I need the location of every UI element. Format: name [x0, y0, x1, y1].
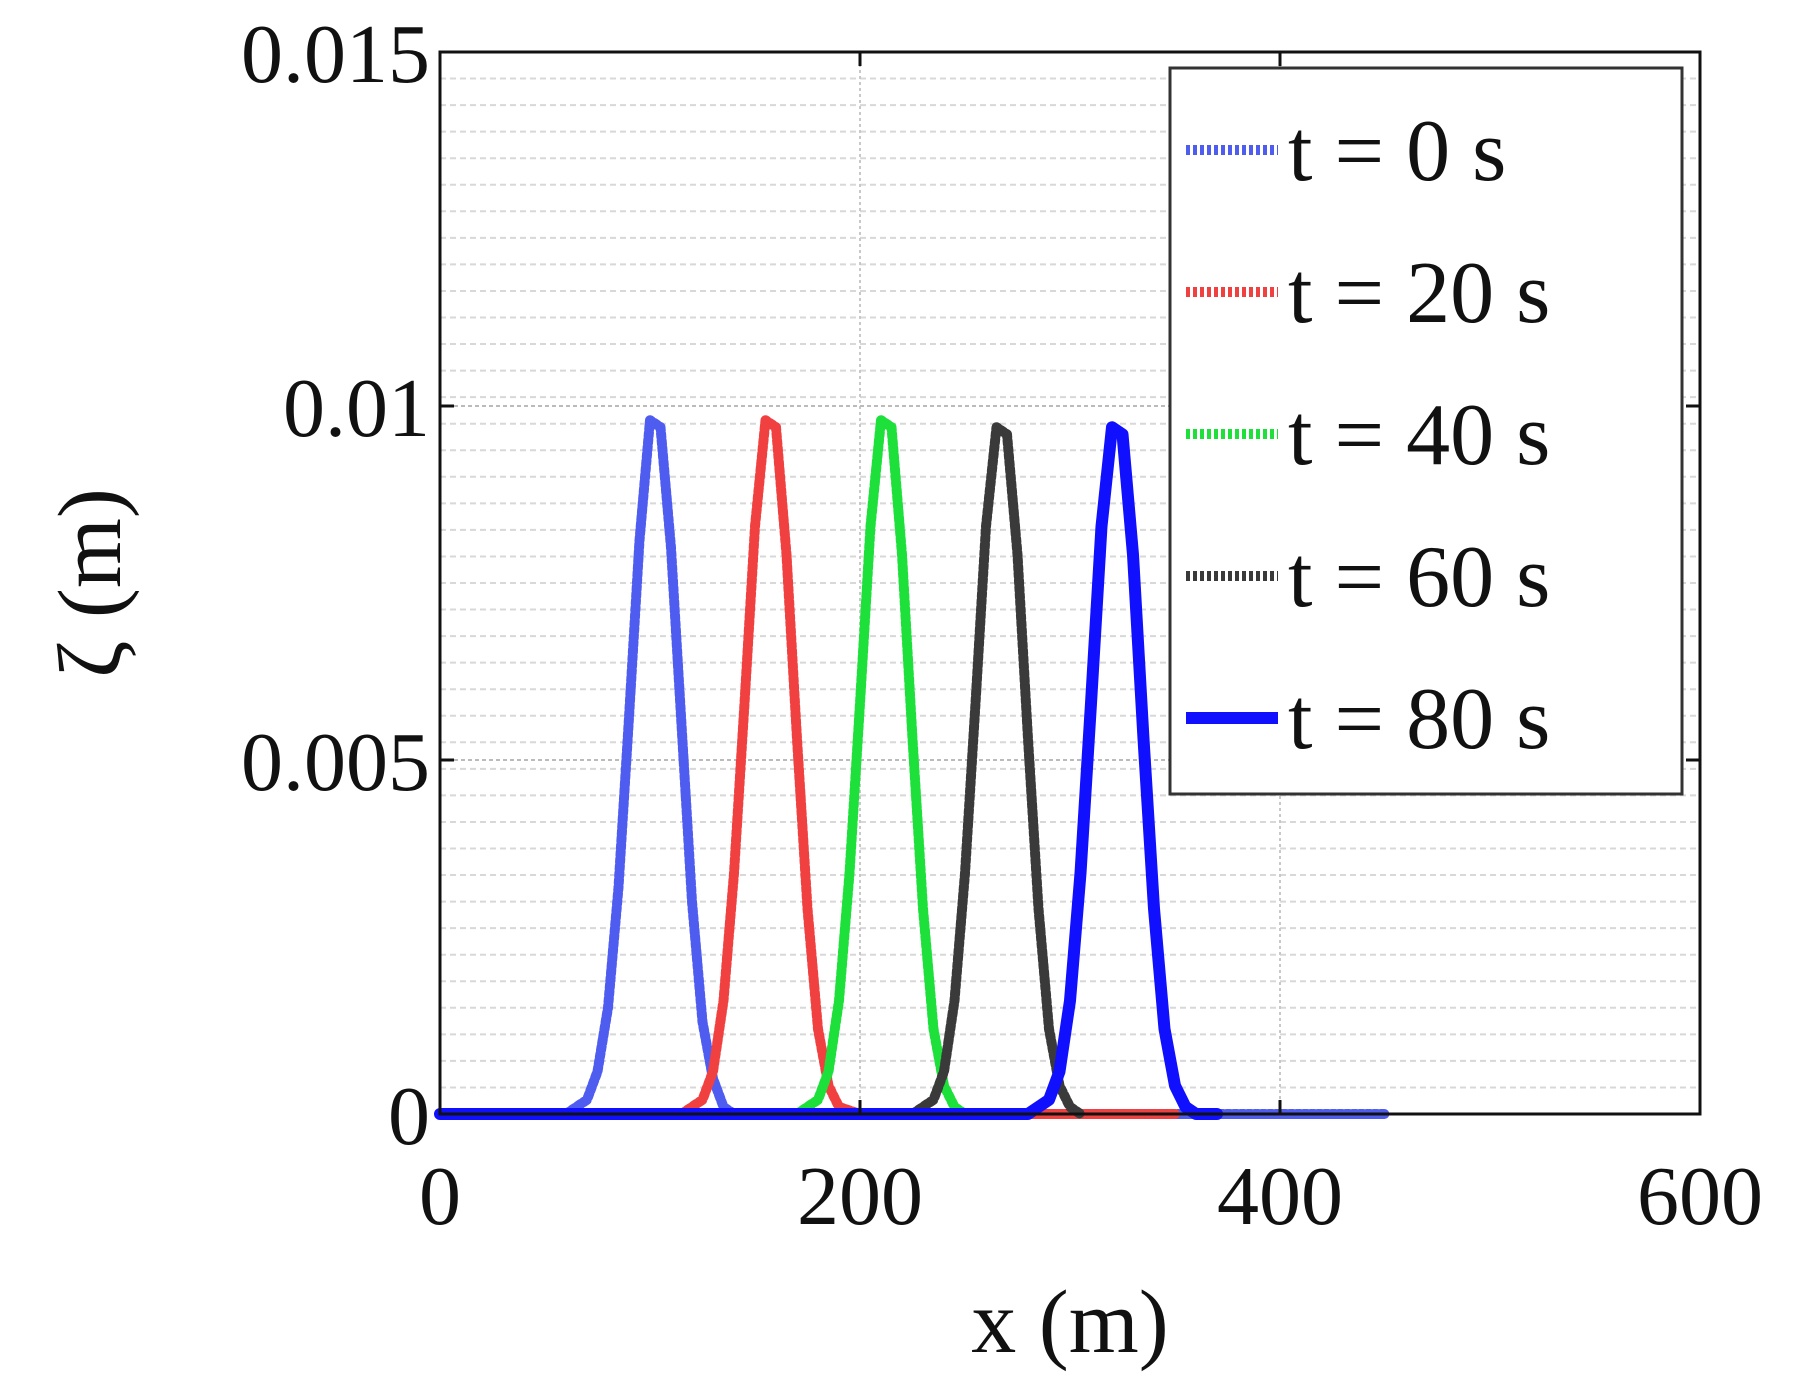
y-tick-label: 0.015: [241, 8, 430, 101]
legend: t = 0 s t = 20 s t = 40 s t = 60 s t = 80 s: [1168, 66, 1684, 796]
series-line: [792, 415, 970, 1119]
y-axis-label: ζ (m): [41, 488, 140, 678]
legend-entry-label: t = 40 s: [1288, 387, 1550, 484]
legend-entry-label: t = 80 s: [1288, 671, 1550, 768]
legend-entry-label: t = 60 s: [1288, 529, 1550, 626]
y-tick-label: 0.01: [283, 362, 430, 455]
x-tick-label: 200: [797, 1150, 923, 1243]
legend-box: [1168, 66, 1684, 796]
series-line: [434, 421, 1223, 1120]
x-tick-label: 400: [1217, 1150, 1343, 1243]
plot-frame: [438, 50, 1702, 1116]
y-tick-label: 0: [388, 1070, 430, 1163]
legend-entry-label: t = 0 s: [1288, 103, 1506, 200]
legend-entry-label: t = 20 s: [1288, 245, 1550, 342]
x-axis-label: x (m): [971, 1273, 1168, 1372]
series-line: [907, 422, 1086, 1119]
tick-labels: 0 200 400 600 0 0.005 0.01 0.015: [241, 8, 1763, 1243]
x-tick-label: 600: [1637, 1150, 1763, 1243]
axis-ticks: [438, 50, 1702, 1116]
y-tick-label: 0.005: [241, 716, 430, 809]
x-tick-label: 0: [419, 1150, 461, 1243]
